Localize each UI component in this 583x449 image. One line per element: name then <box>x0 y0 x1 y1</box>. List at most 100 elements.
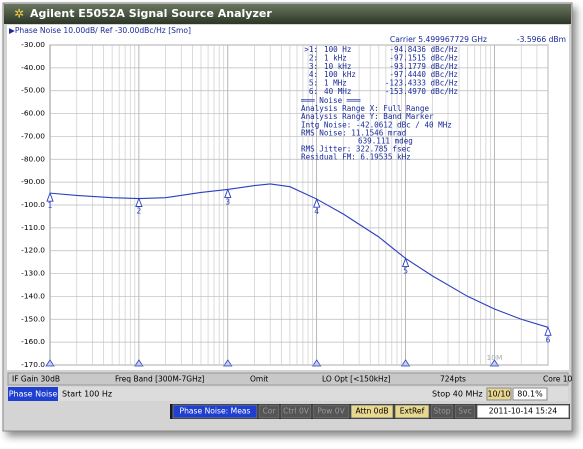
marker-list-label: 3: <box>309 62 318 71</box>
status-box <box>258 404 280 419</box>
y-tick-label: -80.00 <box>21 154 45 163</box>
marker-list-label: 6: <box>309 87 318 96</box>
marker-value: -123.4333 dBc/Hz <box>385 79 458 88</box>
progress: 80.1% <box>517 390 543 399</box>
softkeys-row <box>7 372 569 386</box>
softkey[interactable]: 724pts <box>440 375 466 384</box>
noise-line: Analysis Range X: Full Range <box>301 104 429 113</box>
decade-marker <box>400 359 411 367</box>
decade-marker <box>45 359 55 367</box>
softkey[interactable]: Core 10 <box>543 375 573 384</box>
marker-freq: 100 Hz <box>324 45 351 54</box>
status-item: Stop <box>433 407 450 416</box>
y-tick-label: -50.00 <box>21 86 45 95</box>
marker-list-label: 5: <box>309 79 318 88</box>
status-item: 2011-10-14 15:24 <box>489 407 558 416</box>
decade-marker <box>223 359 233 367</box>
noise-line: Analysis Range Y: Band Marker <box>301 112 434 121</box>
marker-label: 4 <box>314 207 319 216</box>
marker <box>401 257 410 268</box>
y-tick-label: -150.0 <box>21 314 45 323</box>
title-bar <box>4 4 571 24</box>
marker-freq: 1 kHz <box>324 53 347 62</box>
trace-info: ▶Phase Noise 10.00dB/ Ref -30.00dBc/Hz [… <box>9 26 191 35</box>
trace-count: 10/10 <box>487 390 510 399</box>
status-box <box>476 404 570 419</box>
decade-marker <box>311 359 322 367</box>
marker-freq: 100 kHz <box>324 70 356 79</box>
status-item: Svc <box>458 407 472 416</box>
marker <box>224 188 232 198</box>
marker-label: 2 <box>137 206 142 215</box>
status-box <box>350 404 394 419</box>
status-box <box>454 404 476 419</box>
decade-marker <box>489 359 500 367</box>
marker <box>313 197 321 208</box>
start: Start 100 Hz <box>62 390 112 399</box>
y-tick-label: -90.00 <box>21 177 45 186</box>
marker-list-label: 4: <box>309 70 318 79</box>
marker <box>135 197 143 207</box>
marker-value: -97.4440 dBc/Hz <box>389 70 458 79</box>
noise-line: 639.111 mdeg <box>358 137 413 146</box>
y-tick-label: -60.00 <box>21 109 45 118</box>
noise-line: RMS Noise: 11.1546 mrad <box>301 128 406 137</box>
marker-label: 5 <box>403 267 408 276</box>
marker-value: -153.4970 dBc/Hz <box>385 87 458 96</box>
softkey[interactable]: Freq Band [300M-7GHz] <box>115 375 205 384</box>
status-box <box>394 404 430 419</box>
y-tick-label: -140.0 <box>21 291 45 300</box>
status-item: Phase Noise: Meas <box>180 407 251 416</box>
status-box <box>312 404 350 419</box>
y-tick-label: -100.0 <box>21 200 45 209</box>
measurement[interactable]: Phase Noise <box>9 390 58 399</box>
x-tick-label: 10M <box>487 353 503 362</box>
noise-line: Intg Noise: -42.0612 dBc / 40 MHz <box>301 120 452 129</box>
marker-freq: 10 kHz <box>324 62 351 71</box>
measurement-box[interactable] <box>8 387 58 401</box>
status-box <box>430 404 454 419</box>
marker-freq: 40 MHz <box>324 87 351 96</box>
status-item: Cor <box>262 407 276 416</box>
status-item: Ctrl 0V <box>283 407 310 416</box>
marker-label: 3 <box>225 197 230 206</box>
y-tick-label: -120.0 <box>21 246 45 255</box>
status-item: Pow 0V <box>317 407 345 416</box>
softkey[interactable]: IF Gain 30dB <box>12 375 60 384</box>
carrier-power: -3.5966 dBm <box>517 35 566 44</box>
marker-label: 1 <box>48 201 53 210</box>
marker-label: 6 <box>546 335 551 344</box>
progress-box <box>512 387 548 401</box>
trace-count-box <box>486 387 512 401</box>
status-box <box>280 404 312 419</box>
stop: Stop 40 MHz <box>432 390 483 399</box>
marker <box>544 325 552 336</box>
marker <box>46 191 54 202</box>
softkey[interactable]: Omit <box>250 375 268 384</box>
status-box <box>172 404 258 419</box>
y-tick-label: -110.0 <box>21 223 45 232</box>
display-area <box>7 25 569 370</box>
noise-line: Residual FM: 6.19535 kHz <box>301 153 411 162</box>
y-tick-label: -30.00 <box>21 40 45 49</box>
window-title: Agilent E5052A Signal Source Analyzer <box>30 7 272 20</box>
carrier: Carrier 5.499967729 GHz <box>390 35 487 44</box>
channel-bar <box>8 387 568 401</box>
noise-line: ═══ Noise ═══ <box>300 96 361 105</box>
softkey[interactable]: LO Opt [<150kHz] <box>322 375 391 384</box>
decade-marker <box>134 359 144 367</box>
status-item: ExtRef <box>400 407 425 416</box>
app-icon: ✲ <box>14 7 24 21</box>
marker-list-label: >1: <box>304 45 318 54</box>
noise-line: RMS Jitter: 322.785 fsec <box>301 145 411 154</box>
y-tick-label: -170.0 <box>21 360 45 369</box>
marker-list-label: 2: <box>309 53 318 62</box>
y-tick-label: -40.00 <box>21 63 45 72</box>
status-item: Attn 0dB <box>355 407 388 416</box>
marker-value: -93.1779 dBc/Hz <box>389 62 458 71</box>
marker-value: -94.8436 dBc/Hz <box>389 45 458 54</box>
marker-value: -97.1515 dBc/Hz <box>389 53 458 62</box>
y-tick-label: -130.0 <box>21 269 45 278</box>
